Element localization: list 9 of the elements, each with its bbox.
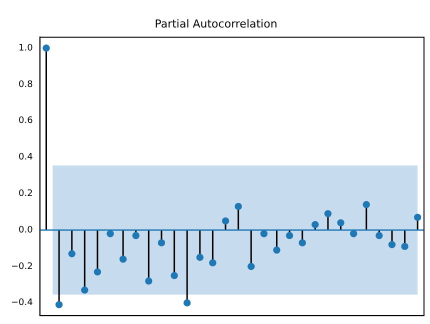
y-tick-label: 0.2: [18, 189, 33, 200]
y-tick-label: −0.4: [10, 298, 34, 308]
y-tick-label: −0.2: [10, 262, 33, 272]
y-tick-label: 0.8: [18, 80, 34, 90]
chart-title: Partial Autocorrelation: [154, 17, 278, 30]
y-tick-label: 0.4: [18, 152, 34, 163]
y-tick-label: 0.0: [18, 225, 34, 236]
y-tick-label: 1.0: [18, 43, 34, 54]
y-tick-label: 0.6: [18, 116, 34, 126]
